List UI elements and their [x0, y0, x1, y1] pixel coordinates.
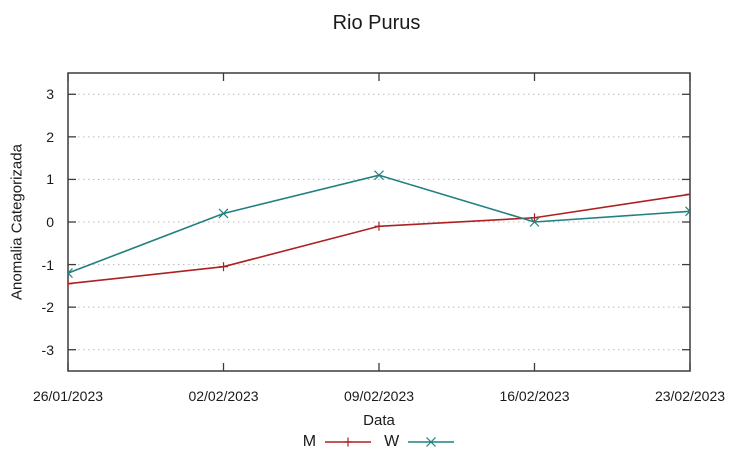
x-axis-label: Data — [363, 412, 395, 429]
x-tick-label: 02/02/2023 — [188, 388, 259, 404]
y-tick-label: -1 — [41, 256, 54, 273]
x-tick-label: 26/01/2023 — [32, 388, 104, 404]
series-M — [68, 189, 690, 289]
legend-item-W: W — [384, 433, 455, 451]
x-tick-label: 16/02/2023 — [499, 388, 570, 404]
legend-label: W — [384, 433, 400, 450]
x-tick-label: 23/02/2023 — [654, 388, 726, 404]
y-tick-label: 3 — [46, 86, 54, 103]
legend-line-sample — [408, 437, 455, 447]
legend-label: M — [302, 433, 317, 450]
chart-title: Rio Purus — [332, 12, 421, 34]
legend-item-M: M — [303, 433, 372, 451]
series-W — [68, 170, 690, 279]
y-tick-label: 0 — [46, 214, 54, 230]
y-tick-label: 1 — [46, 171, 54, 188]
x-tick-label: 09/02/2023 — [343, 388, 415, 404]
legend-line-sample — [325, 437, 372, 447]
y-tick-label: -2 — [41, 299, 54, 316]
y-tick-label: -3 — [41, 341, 54, 358]
plot-border — [67, 72, 691, 372]
y-tick-label: 2 — [46, 128, 54, 145]
